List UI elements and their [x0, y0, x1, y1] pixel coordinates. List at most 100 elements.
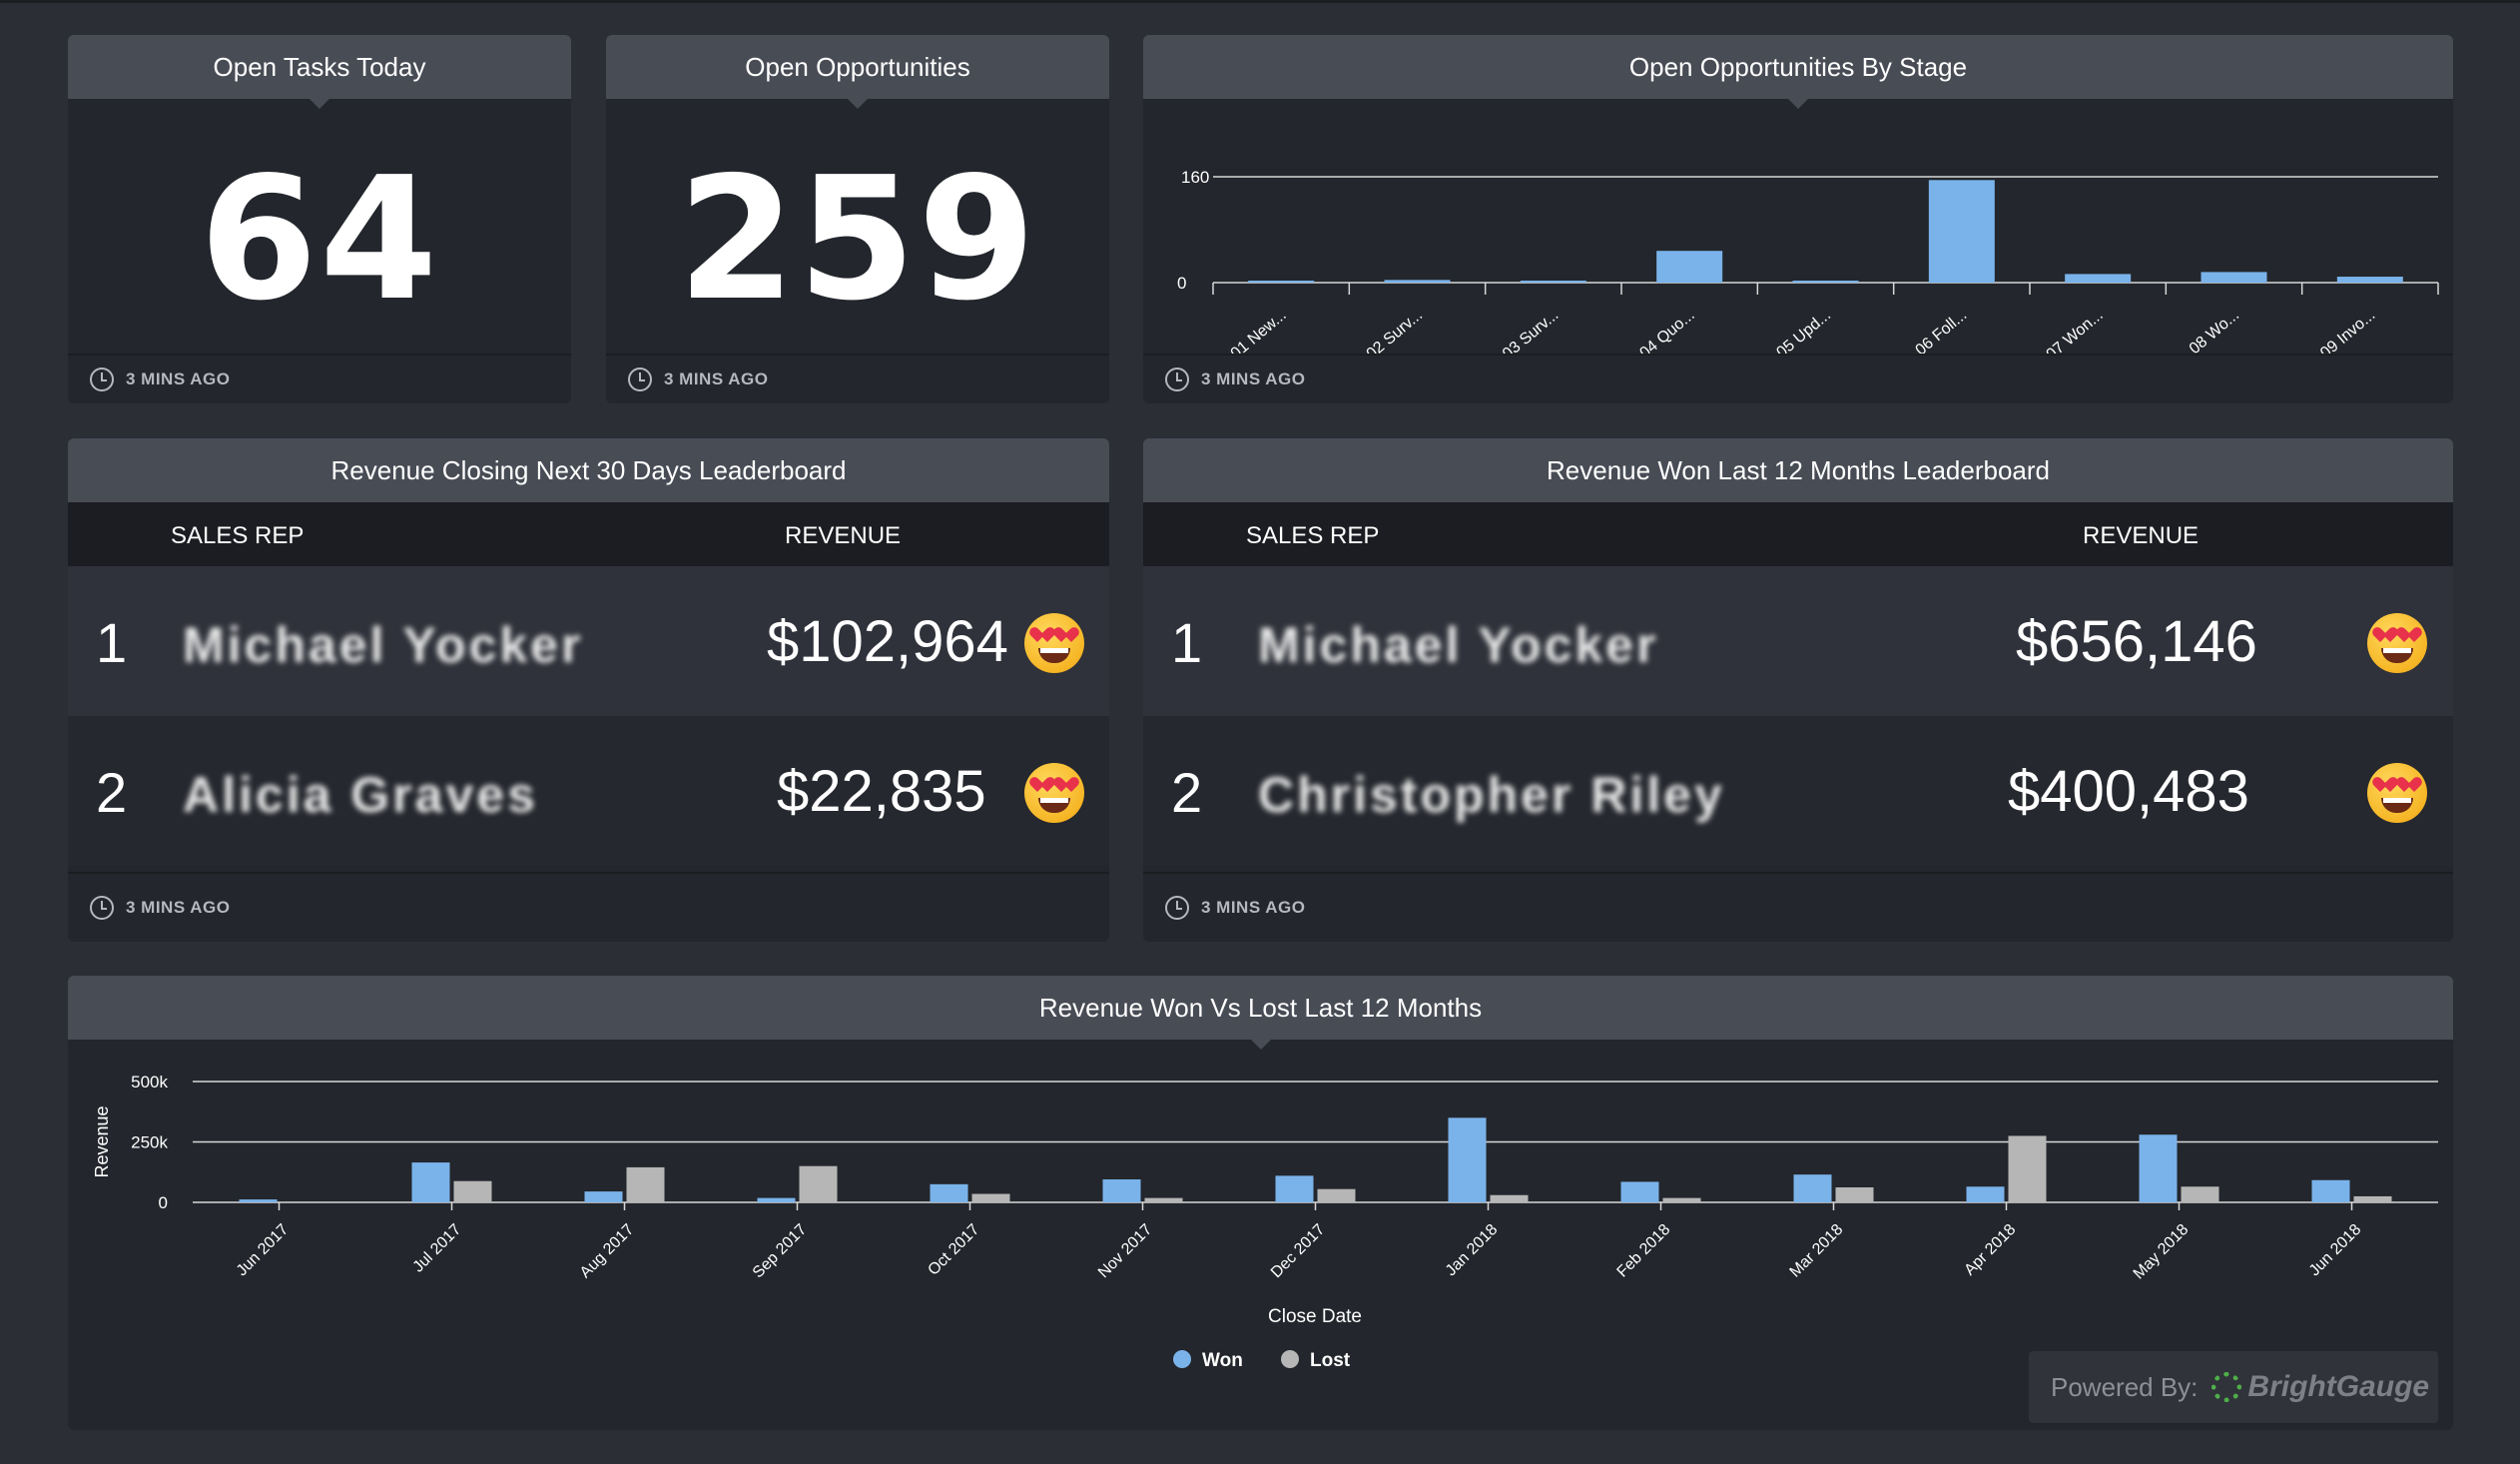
leaderboard-row[interactable]: 2 Alicia Graves $22,835	[68, 716, 1109, 866]
widget-title: Open Opportunities By Stage	[1143, 35, 2453, 109]
x-tick-label: Oct 2017	[925, 1221, 982, 1279]
x-tick-label: 07 Won...	[2044, 307, 2107, 354]
won-bar	[1793, 1174, 1832, 1202]
clock-icon	[1165, 367, 1189, 391]
lost-bar	[2181, 1186, 2219, 1202]
x-tick-label: Jun 2018	[2306, 1221, 2365, 1280]
sales-rep-name: Michael Yocker	[183, 617, 584, 673]
won-bar	[1102, 1179, 1141, 1202]
x-tick-label: Nov 2017	[1095, 1221, 1156, 1282]
open-tasks-widget[interactable]: Open Tasks Today 64 3 MINS AGO	[68, 35, 571, 403]
bar	[1384, 280, 1451, 283]
clock-icon	[1165, 896, 1189, 920]
x-tick-label: Mar 2018	[1787, 1221, 1847, 1281]
column-sales-rep: SALES REP	[171, 522, 305, 549]
x-tick-label: Jul 2017	[410, 1221, 465, 1276]
y-tick-label: 250k	[131, 1133, 168, 1152]
bar	[2201, 272, 2267, 283]
bar	[2336, 277, 2403, 283]
won-bar	[1275, 1175, 1314, 1202]
rank: 2	[1171, 761, 1203, 824]
lost-bar	[1835, 1186, 1874, 1202]
won-bar	[411, 1162, 450, 1202]
bar	[1792, 281, 1859, 283]
rank: 1	[96, 611, 128, 674]
leaderboard-row[interactable]: 1 Michael Yocker $102,964	[68, 566, 1109, 716]
lost-bar	[2353, 1195, 2392, 1202]
x-tick-label: Jun 2017	[234, 1221, 293, 1280]
widget-footer: 3 MINS AGO	[1143, 354, 2453, 403]
y-tick-label: 0	[159, 1193, 168, 1212]
column-revenue: REVENUE	[785, 522, 902, 549]
y-tick-label: 160	[1181, 168, 1209, 187]
lost-bar	[1490, 1194, 1529, 1202]
lost-bar	[1144, 1197, 1183, 1202]
x-tick-label: 06 Foll...	[1912, 307, 1970, 354]
revenue-value: $656,146	[2016, 609, 2257, 674]
x-tick-label: 04 Quo...	[1636, 307, 1697, 354]
open-opportunities-widget[interactable]: Open Opportunities 259 3 MINS AGO	[606, 35, 1109, 403]
clock-icon	[628, 367, 652, 391]
x-tick-label: 03 Surv...	[1500, 307, 1562, 354]
lost-bar	[1317, 1188, 1356, 1202]
widget-title-text: Revenue Won Last 12 Months Leaderboard	[1547, 454, 2050, 485]
won-bar	[239, 1199, 278, 1202]
sales-rep-name: Alicia Graves	[183, 767, 538, 823]
x-axis-label: Close Date	[1268, 1306, 1362, 1327]
won-12-months-leaderboard[interactable]: Revenue Won Last 12 Months Leaderboard S…	[1143, 438, 2453, 942]
leaderboard-column-header: SALES REP REVENUE	[1143, 502, 2453, 566]
widget-footer: 3 MINS AGO	[68, 872, 1109, 942]
heart-eyes-emoji-icon	[2367, 613, 2427, 673]
revenue-value: $400,483	[2008, 759, 2249, 824]
widget-title-text: Open Tasks Today	[213, 51, 426, 82]
widget-title-text: Open Opportunities By Stage	[1628, 51, 1968, 82]
y-tick-label: 0	[1177, 274, 1186, 293]
y-tick-label: 500k	[131, 1073, 168, 1092]
widget-title: Revenue Closing Next 30 Days Leaderboard	[68, 438, 1109, 512]
heart-eyes-emoji-icon	[2367, 763, 2427, 823]
rank: 2	[96, 761, 128, 824]
x-tick-label: Aug 2017	[577, 1221, 638, 1282]
updated-time: 3 MINS AGO	[1201, 898, 1306, 917]
x-tick-label: May 2018	[2131, 1221, 2193, 1283]
widget-title-text: Open Opportunities	[745, 51, 970, 82]
x-tick-label: 08 Wo...	[2187, 307, 2242, 354]
powered-by-label: Powered By:	[2051, 1371, 2199, 1402]
opportunities-by-stage-widget[interactable]: Open Opportunities By Stage 160 0 01 New..…	[1143, 35, 2453, 403]
heart-eyes-emoji-icon	[1024, 613, 1084, 673]
brand-name: BrightGauge	[2247, 1370, 2430, 1403]
lost-bar	[971, 1193, 1010, 1202]
updated-time: 3 MINS AGO	[126, 898, 231, 917]
widget-title: Open Tasks Today	[68, 35, 571, 109]
leaderboard-column-header: SALES REP REVENUE	[68, 502, 1109, 566]
x-tick-label: Apr 2018	[1961, 1221, 2019, 1279]
legend-lost-marker	[1281, 1350, 1299, 1368]
kpi-value: 64	[199, 141, 440, 339]
x-tick-label: 09 Invo...	[2317, 307, 2378, 354]
leaderboard-row[interactable]: 2 Christopher Riley $400,483	[1143, 716, 2453, 866]
leaderboard-row[interactable]: 1 Michael Yocker $656,146	[1143, 566, 2453, 716]
powered-by-badge[interactable]: Powered By: BrightGauge	[2029, 1351, 2438, 1423]
x-tick-label: Dec 2017	[1268, 1221, 1329, 1282]
widget-title: Open Opportunities	[606, 35, 1109, 109]
legend-lost-label: Lost	[1310, 1350, 1351, 1371]
x-tick-label: 01 New...	[1228, 307, 1290, 354]
column-revenue: REVENUE	[2083, 522, 2200, 549]
updated-time: 3 MINS AGO	[126, 369, 231, 388]
won-bar	[930, 1183, 968, 1202]
heart-eyes-emoji-icon	[1024, 763, 1084, 823]
won-bar	[2311, 1179, 2350, 1202]
bar	[1656, 251, 1723, 283]
clock-icon	[90, 367, 114, 391]
closing-30-days-leaderboard[interactable]: Revenue Closing Next 30 Days Leaderboard…	[68, 438, 1109, 942]
x-tick-label: Sep 2017	[750, 1221, 811, 1282]
updated-time: 3 MINS AGO	[664, 369, 769, 388]
lost-bar	[453, 1180, 492, 1202]
widget-title-text: Revenue Closing Next 30 Days Leaderboard	[330, 454, 847, 485]
x-tick-label: Feb 2018	[1614, 1221, 1674, 1281]
bar	[1248, 281, 1315, 283]
bar	[1520, 281, 1586, 283]
lost-bar	[1662, 1197, 1701, 1202]
lost-bar	[626, 1166, 665, 1202]
